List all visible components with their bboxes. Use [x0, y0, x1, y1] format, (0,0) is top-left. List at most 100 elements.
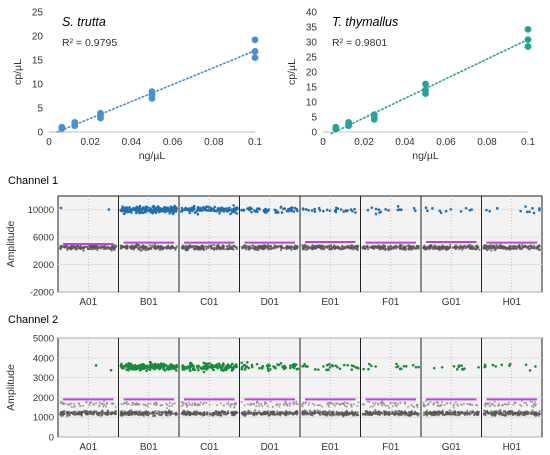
- channel2-negative-droplet: [285, 411, 288, 415]
- channel2-secondary-droplet: [454, 401, 457, 404]
- channel2-positive-droplet: [534, 365, 537, 368]
- channel2-positive-droplet: [174, 369, 178, 372]
- channel1-positive-droplet: [136, 207, 140, 210]
- channel1-positive-droplet: [192, 207, 195, 211]
- channel1-positive-droplet: [412, 206, 416, 210]
- channel2-negative-droplet: [307, 412, 310, 415]
- channel2-negative-droplet: [203, 412, 206, 415]
- s-trutta-ytick-label: 15: [32, 56, 44, 67]
- channel1-negative-droplet: [75, 244, 78, 247]
- s-trutta-plot: 0 5 10 15 20 25 0 0.02 0.04 0.06 0.08 0.1 ng/µL cp/µL…: [12, 8, 262, 163]
- channel2-secondary-droplet: [240, 401, 243, 404]
- channel1-negative-droplet: [485, 249, 489, 252]
- channel2-secondary-droplet: [261, 404, 264, 407]
- channel1-negative-droplet: [232, 245, 236, 248]
- channel1-positive-droplet: [121, 205, 124, 209]
- channel2-positive-droplet: [411, 363, 415, 367]
- channel1-positive-droplet: [195, 210, 198, 213]
- s-trutta-xtick-label: 0: [46, 137, 52, 148]
- channel2-ytick-label: 5000: [33, 334, 54, 345]
- channel2-secondary-droplet: [394, 404, 397, 407]
- channel2-positive-droplet: [350, 368, 354, 372]
- channel2-positive-droplet: [199, 366, 202, 370]
- channel2-negative-droplet: [137, 413, 140, 417]
- channel1-positive-droplet: [307, 209, 310, 212]
- t-thymallus-ytick-label: 25: [306, 53, 318, 64]
- channel2-secondary-droplet: [182, 401, 185, 404]
- channel2-positive-droplet: [140, 366, 144, 370]
- channel1-negative-droplet: [293, 244, 296, 247]
- channel2-secondary-droplet: [252, 403, 255, 406]
- channel1-positive-droplet: [127, 209, 130, 212]
- channel1-negative-droplet: [126, 244, 129, 247]
- channel2-droplets: [59, 360, 541, 418]
- channel2-secondary-droplet: [491, 402, 494, 405]
- channel2-negative-droplet: [430, 414, 433, 417]
- channel2-negative-droplet: [101, 413, 104, 416]
- channel2-well-label: E01: [321, 442, 339, 453]
- channel2-negative-droplet: [350, 410, 354, 413]
- channel2-negative-droplet: [407, 412, 410, 415]
- t-thymallus-plot: 0 5 10 15 20 25 30 35 40 0 0.02 0.04 0.06 0.08 0.1 ng/µ…: [286, 8, 535, 163]
- channel2-secondary-droplet: [250, 403, 253, 406]
- channel2-secondary-droplet: [104, 405, 107, 408]
- channel1-well-label: E01: [321, 297, 339, 308]
- channel2-secondary-droplet: [275, 403, 278, 406]
- channel2-secondary-droplet: [271, 405, 274, 408]
- channel1-positive-droplet: [313, 210, 317, 213]
- channel2-negative-droplet: [304, 409, 307, 412]
- channel1-negative-droplet: [536, 246, 539, 249]
- channel1-positive-droplet: [209, 206, 212, 210]
- channel2-negative-droplet: [521, 411, 524, 414]
- channel2-negative-droplet: [193, 410, 196, 413]
- channel1-negative-droplet: [276, 245, 279, 248]
- channel2-negative-droplet: [79, 411, 82, 414]
- channel1-negative-droplet: [322, 247, 325, 250]
- channel2-secondary-droplet: [223, 404, 226, 407]
- channel2-negative-droplet: [184, 412, 188, 416]
- channel1-negative-droplet: [371, 245, 374, 248]
- channel1-negative-droplet: [147, 247, 150, 250]
- channel2-secondary-droplet: [339, 402, 342, 405]
- channel2-negative-droplet: [192, 412, 195, 415]
- channel2-positive-droplet: [276, 363, 279, 366]
- channel1-negative-droplet: [433, 244, 436, 247]
- channel2-secondary-droplet: [357, 401, 360, 404]
- channel1-negative-droplet: [491, 244, 494, 247]
- channel2-positive-droplet: [172, 367, 176, 371]
- channel2-positive-droplet: [367, 367, 370, 371]
- channel2-negative-droplet: [83, 409, 86, 412]
- channel2-negative-droplet: [372, 412, 375, 415]
- channel1-negative-droplet: [279, 248, 283, 252]
- channel2-negative-droplet: [499, 408, 502, 412]
- channel1-negative-droplet: [90, 244, 93, 247]
- channel1-positive-droplet: [438, 209, 442, 213]
- channel1-positive-droplet: [374, 207, 378, 211]
- channel2-secondary-droplet: [88, 404, 91, 407]
- channel1-positive-droplet: [242, 208, 246, 212]
- channel2-well-label: C01: [200, 442, 219, 453]
- t-thymallus-ytick-label: 10: [306, 98, 318, 109]
- channel2-secondary-droplet: [155, 403, 158, 406]
- channel2-negative-droplet: [260, 412, 263, 415]
- channel2-secondary-droplet: [102, 403, 105, 406]
- t-thymallus-point: [422, 80, 429, 88]
- channel2-negative-droplet: [231, 410, 234, 413]
- channel1-negative-droplet: [440, 246, 443, 249]
- channel1-negative-droplet: [449, 245, 452, 248]
- channel1-negative-droplet: [295, 247, 298, 250]
- channel2-positive-droplet: [294, 363, 298, 366]
- channel1-negative-droplet: [328, 244, 331, 247]
- channel2-negative-droplet: [374, 408, 377, 412]
- channel1-negative-droplet: [455, 244, 458, 247]
- channel1-negative-droplet: [158, 246, 161, 249]
- channel2-negative-droplet: [70, 411, 73, 415]
- channel1-negative-droplet: [424, 248, 427, 251]
- channel2-negative-droplet: [106, 411, 109, 414]
- channel1-positive-droplet: [125, 206, 129, 209]
- channel1-negative-droplet: [316, 245, 320, 248]
- channel2-negative-droplet: [226, 410, 230, 413]
- channel2-negative-droplet: [459, 412, 462, 415]
- channel2-positive-droplet: [197, 368, 200, 372]
- channel2-secondary-droplet: [520, 405, 523, 408]
